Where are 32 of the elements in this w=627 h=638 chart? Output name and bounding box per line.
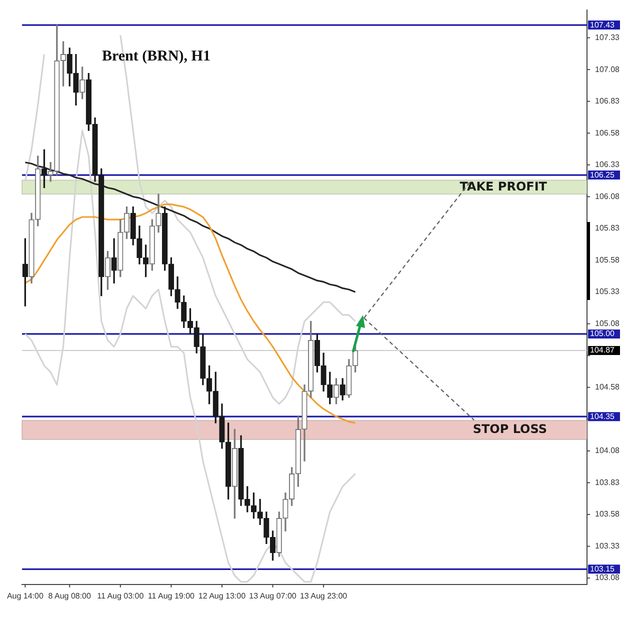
y-tick-label: 104.08 xyxy=(595,446,620,456)
ref-line-label: 103.15 xyxy=(590,564,616,574)
y-tick-label: 103.33 xyxy=(595,541,620,550)
text: Brent (BRN), H1 xyxy=(102,48,210,65)
band-label: TAKE PROFIT xyxy=(460,179,548,194)
y-tick-label: 105.33 xyxy=(595,287,620,296)
y-tick-label: 107.08 xyxy=(595,64,620,74)
x-tick-label: Aug 14:00 xyxy=(6,591,44,600)
band-label: STOP LOSS xyxy=(472,422,547,436)
y-tick-label: 104.58 xyxy=(595,382,620,392)
x-tick-label: 13 Aug 07:00 xyxy=(249,591,297,600)
y-tick-label: 106.33 xyxy=(595,160,620,170)
y-tick-label: 103.83 xyxy=(595,478,620,487)
ref-line-label: 106.25 xyxy=(590,170,616,180)
x-tick-label: 12 Aug 13:00 xyxy=(198,591,246,600)
x-tick-label: 11 Aug 03:00 xyxy=(97,591,144,600)
y-tick-label: 105.58 xyxy=(595,255,620,264)
x-tick-label: 13 Aug 23:00 xyxy=(300,591,348,600)
y-tick-label: 105.83 xyxy=(595,224,620,233)
x-tick-label: 11 Aug 19:00 xyxy=(148,591,196,600)
x-tick-label: 8 Aug 08:00 xyxy=(48,591,92,600)
y-tick-label: 106.08 xyxy=(595,192,620,201)
y-tick-label: 107.33 xyxy=(595,32,620,42)
y-tick-label: 105.08 xyxy=(595,319,620,328)
ref-line-label: 105.00 xyxy=(590,329,616,338)
ref-line-label: 104.35 xyxy=(590,412,616,421)
y-tick-label: 103.08 xyxy=(595,573,620,582)
y-tick-label: 106.83 xyxy=(595,96,620,106)
y-tick-label: 106.58 xyxy=(595,128,620,138)
ref-line-label: 104.87 xyxy=(590,346,616,355)
y-tick-label: 103.58 xyxy=(595,510,620,519)
ref-line-label: 107.43 xyxy=(590,20,616,30)
